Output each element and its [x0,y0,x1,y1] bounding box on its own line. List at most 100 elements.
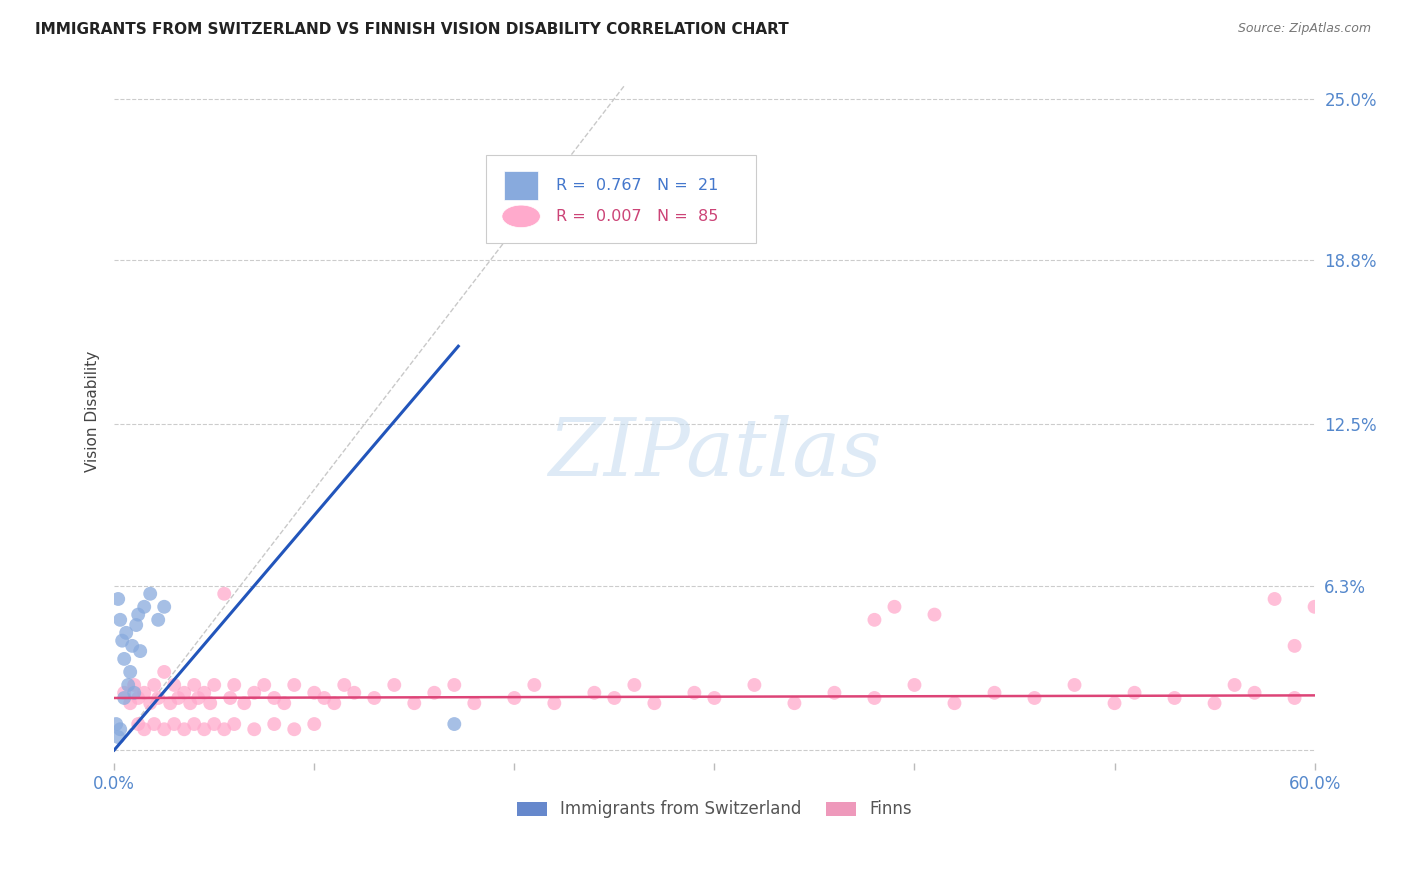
Point [129,644,152,658]
Point [112,686,135,700]
Text: Source: ZipAtlas.com: Source: ZipAtlas.com [1237,22,1371,36]
Point [283,678,305,692]
Point [283,723,305,737]
Point [127,690,149,705]
Point [583,686,606,700]
Point [1243,686,1265,700]
Point [1063,678,1085,692]
Point [125,618,148,632]
Point [134,686,156,700]
Point [202,717,225,731]
Point [253,678,276,692]
Point [108,723,131,737]
Point [1264,591,1286,606]
Point [167,690,190,705]
Point [263,690,285,705]
Point [883,599,905,614]
Point [163,678,186,692]
Point [134,599,156,614]
Point [107,730,129,744]
Point [139,696,162,710]
Point [224,717,246,731]
Point [443,678,465,692]
Point [200,696,222,710]
Point [212,723,235,737]
Point [112,652,135,666]
Point [744,678,766,692]
Point [683,686,706,700]
Point [323,696,346,710]
Point [107,591,129,606]
Point [863,613,886,627]
Point [382,678,405,692]
Point [134,723,156,737]
Point [122,686,145,700]
Point [343,686,366,700]
Point [153,665,176,679]
Text: R =  0.767   N =  21: R = 0.767 N = 21 [555,178,718,193]
Point [233,696,256,710]
Point [443,717,465,731]
Text: R =  0.007   N =  85: R = 0.007 N = 85 [555,209,718,224]
Point [224,678,246,692]
Point [314,690,336,705]
Point [924,607,946,622]
Point [503,690,526,705]
Y-axis label: Vision Disability: Vision Disability [86,351,100,472]
Point [333,678,356,692]
Point [1284,639,1306,653]
Point [273,696,295,710]
Point [143,717,166,731]
Point [823,686,845,700]
Point [1204,696,1226,710]
Point [1123,686,1146,700]
Point [120,696,142,710]
Point [1284,690,1306,705]
Point [243,723,266,737]
Point [148,613,170,627]
Point [183,717,205,731]
Point [783,696,806,710]
FancyBboxPatch shape [486,154,756,243]
Point [143,678,166,692]
Bar [505,170,538,201]
Point [117,678,139,692]
Point [903,678,925,692]
Point [363,690,385,705]
Point [863,690,886,705]
Point [153,723,176,737]
Point [983,686,1005,700]
Point [463,696,485,710]
Point [623,678,645,692]
Point [183,678,205,692]
Point [943,696,966,710]
Point [1104,696,1126,710]
Point [127,717,149,731]
Point [404,696,426,710]
Point [111,633,134,648]
Text: ZIPatlas: ZIPatlas [548,415,882,492]
Point [187,690,209,705]
Point [219,690,242,705]
Point [212,587,235,601]
Point [173,686,195,700]
Point [120,665,142,679]
Text: IMMIGRANTS FROM SWITZERLAND VS FINNISH VISION DISABILITY CORRELATION CHART: IMMIGRANTS FROM SWITZERLAND VS FINNISH V… [35,22,789,37]
Point [304,717,326,731]
Point [163,717,186,731]
Point [159,696,181,710]
Point [121,639,143,653]
Point [153,599,176,614]
Point [543,696,565,710]
Point [202,678,225,692]
Point [148,690,170,705]
Point [643,696,665,710]
Point [1303,599,1326,614]
Point [193,686,215,700]
Legend: Immigrants from Switzerland, Finns: Immigrants from Switzerland, Finns [510,794,920,825]
Point [193,723,215,737]
Point [1223,678,1246,692]
Point [115,625,138,640]
Point [139,587,162,601]
Circle shape [502,205,540,227]
